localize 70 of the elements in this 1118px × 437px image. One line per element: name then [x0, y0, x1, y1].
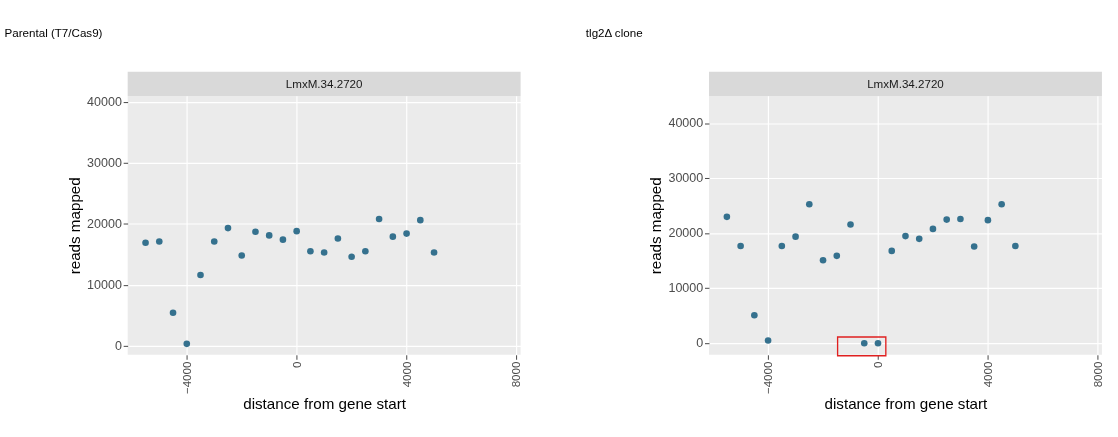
point — [957, 215, 964, 223]
point — [833, 252, 841, 260]
x-tick-label: −4000 — [761, 361, 775, 395]
y-axis-title: reads mapped — [647, 177, 665, 275]
point — [778, 242, 786, 250]
point — [238, 252, 246, 259]
point — [169, 309, 177, 317]
point — [389, 233, 397, 240]
point — [430, 249, 438, 256]
y-tick-label: 10000 — [668, 281, 704, 296]
y-tick-label: 20000 — [87, 216, 122, 231]
point — [888, 247, 896, 255]
chart-subtitle: LmxM.34.2720 — [867, 76, 944, 90]
point — [155, 238, 163, 245]
x-tick-label: 0 — [289, 361, 303, 368]
point — [224, 224, 232, 232]
point — [320, 249, 328, 256]
y-axis-title: reads mapped — [65, 177, 83, 275]
y-tick-label: 0 — [696, 336, 704, 351]
point — [806, 200, 813, 208]
point — [860, 339, 868, 347]
point — [210, 238, 218, 245]
point — [362, 247, 369, 255]
x-tick-label: 8000 — [1090, 361, 1104, 388]
x-axis-title: distance from gene start — [243, 395, 407, 413]
x-tick-label: 4000 — [399, 361, 413, 388]
y-tick-label: 30000 — [87, 155, 122, 170]
x-tick-label: 8000 — [509, 361, 523, 388]
point — [915, 235, 923, 243]
point — [183, 340, 191, 348]
text: tlg2Δ clone — [585, 25, 643, 39]
point — [764, 337, 772, 344]
point — [142, 239, 149, 247]
point — [874, 339, 882, 347]
x-tick-label: 4000 — [980, 361, 994, 388]
point — [943, 216, 950, 223]
point — [348, 253, 355, 261]
point — [819, 256, 827, 264]
y-tick-label: 30000 — [668, 171, 704, 186]
point — [403, 230, 410, 237]
point — [375, 215, 383, 223]
point — [265, 232, 273, 239]
x-tick-label: 0 — [871, 361, 885, 368]
point — [334, 235, 342, 242]
chart-subtitle: LmxM.34.2720 — [285, 76, 363, 90]
point — [293, 227, 300, 235]
point — [902, 232, 909, 240]
point — [751, 311, 758, 319]
point — [737, 242, 744, 250]
point — [417, 216, 424, 224]
point — [723, 213, 731, 221]
chart-title: Parental (T7/Cas9) — [4, 25, 103, 39]
y-tick-label: 10000 — [87, 277, 122, 292]
y-tick-label: 20000 — [668, 226, 704, 241]
point — [970, 243, 978, 250]
point — [847, 221, 854, 228]
x-axis-title: distance from gene start — [824, 395, 989, 413]
y-tick-label: 0 — [114, 338, 122, 353]
point — [984, 216, 992, 224]
point — [307, 247, 314, 255]
y-tick-label: 40000 — [668, 116, 704, 131]
point — [197, 271, 204, 279]
point — [1012, 242, 1019, 250]
y-tick-label: 40000 — [87, 94, 122, 109]
point — [998, 200, 1005, 208]
point — [252, 228, 259, 236]
x-tick-label: −4000 — [179, 361, 193, 395]
point — [279, 236, 287, 243]
point — [929, 225, 937, 233]
point — [792, 233, 799, 240]
